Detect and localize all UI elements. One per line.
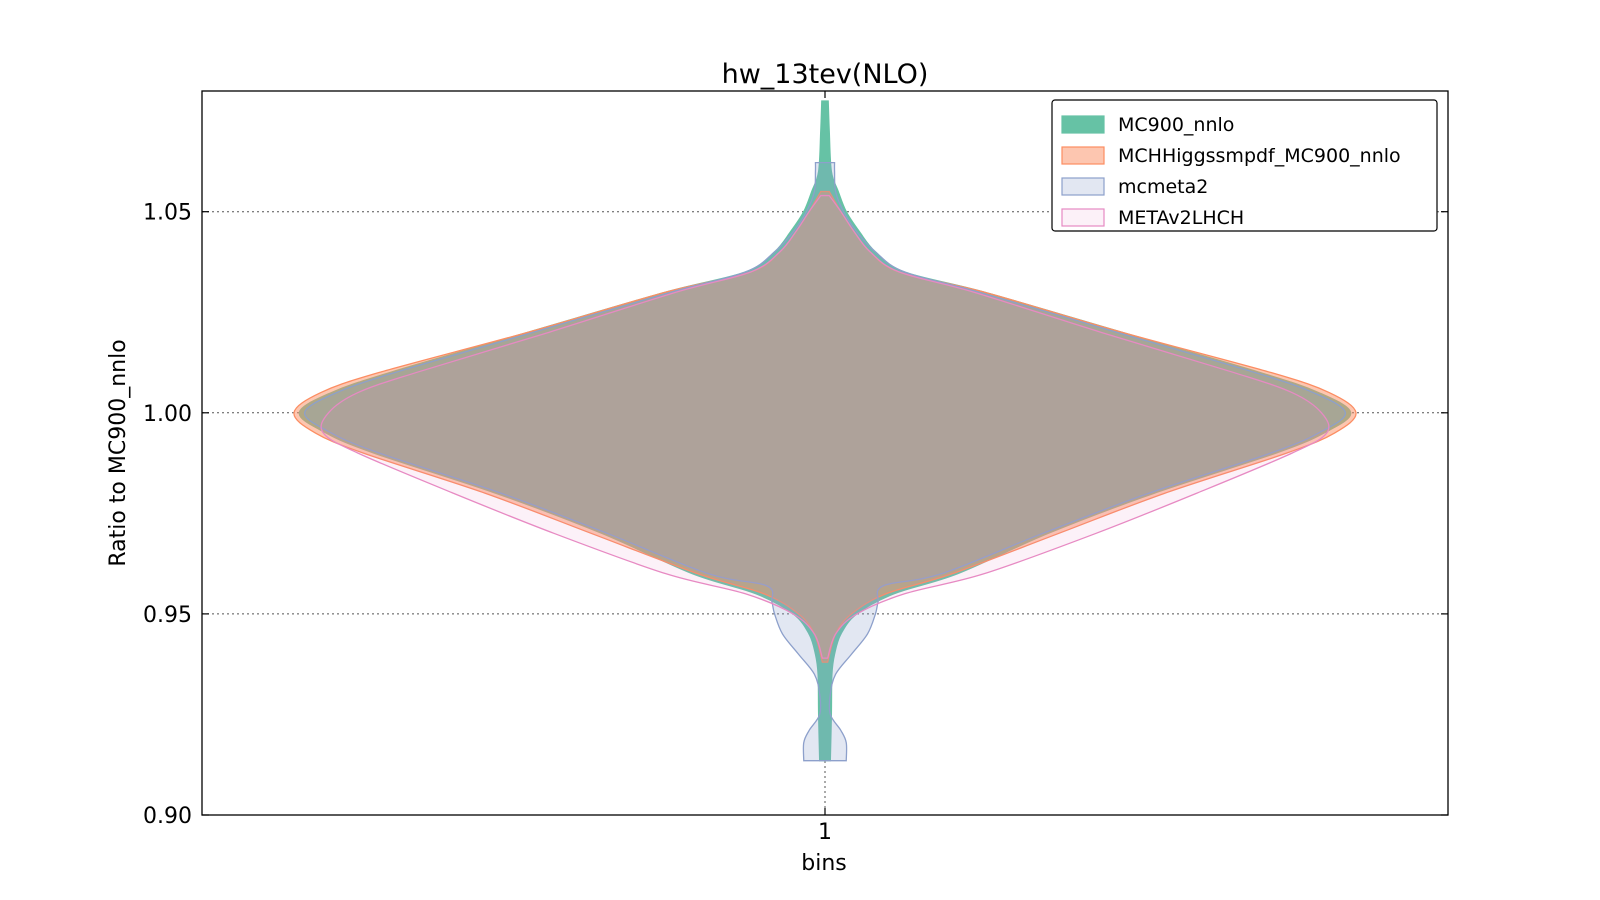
legend-label: MCHHiggssmpdf_MC900_nnlo [1118,145,1401,167]
chart-title: hw_13tev(NLO) [722,59,929,90]
violin-series-4 [320,194,1330,659]
legend-label: MC900_nnlo [1118,114,1234,136]
legend-swatch [1061,115,1105,134]
violin-series-3 [303,161,1347,762]
y-tick-label: 1.00 [143,402,192,427]
y-tick-label: 0.95 [143,603,192,628]
legend-label: mcmeta2 [1118,176,1208,198]
legend-box [1051,99,1438,232]
x-tick-label: 1 [818,820,832,845]
y-tick-label: 1.05 [143,201,192,226]
violin-layer [293,100,1357,762]
y-tick-label: 0.90 [143,804,192,829]
x-axis-label: bins [801,851,846,876]
violin-series-2 [293,190,1357,663]
legend-swatch [1061,146,1105,165]
legend-swatch [1061,177,1105,196]
axis-ticks: 0.90 0.95 1.00 1.05 1 [143,91,1448,845]
legend-swatch [1061,208,1105,227]
legend-label: METAv2LHCH [1118,207,1244,229]
legend: MC900_nnlo MCHHiggssmpdf_MC900_nnlomcmeta… [1051,99,1438,232]
y-axis-label: Ratio to MC900_nnlo [106,339,131,566]
